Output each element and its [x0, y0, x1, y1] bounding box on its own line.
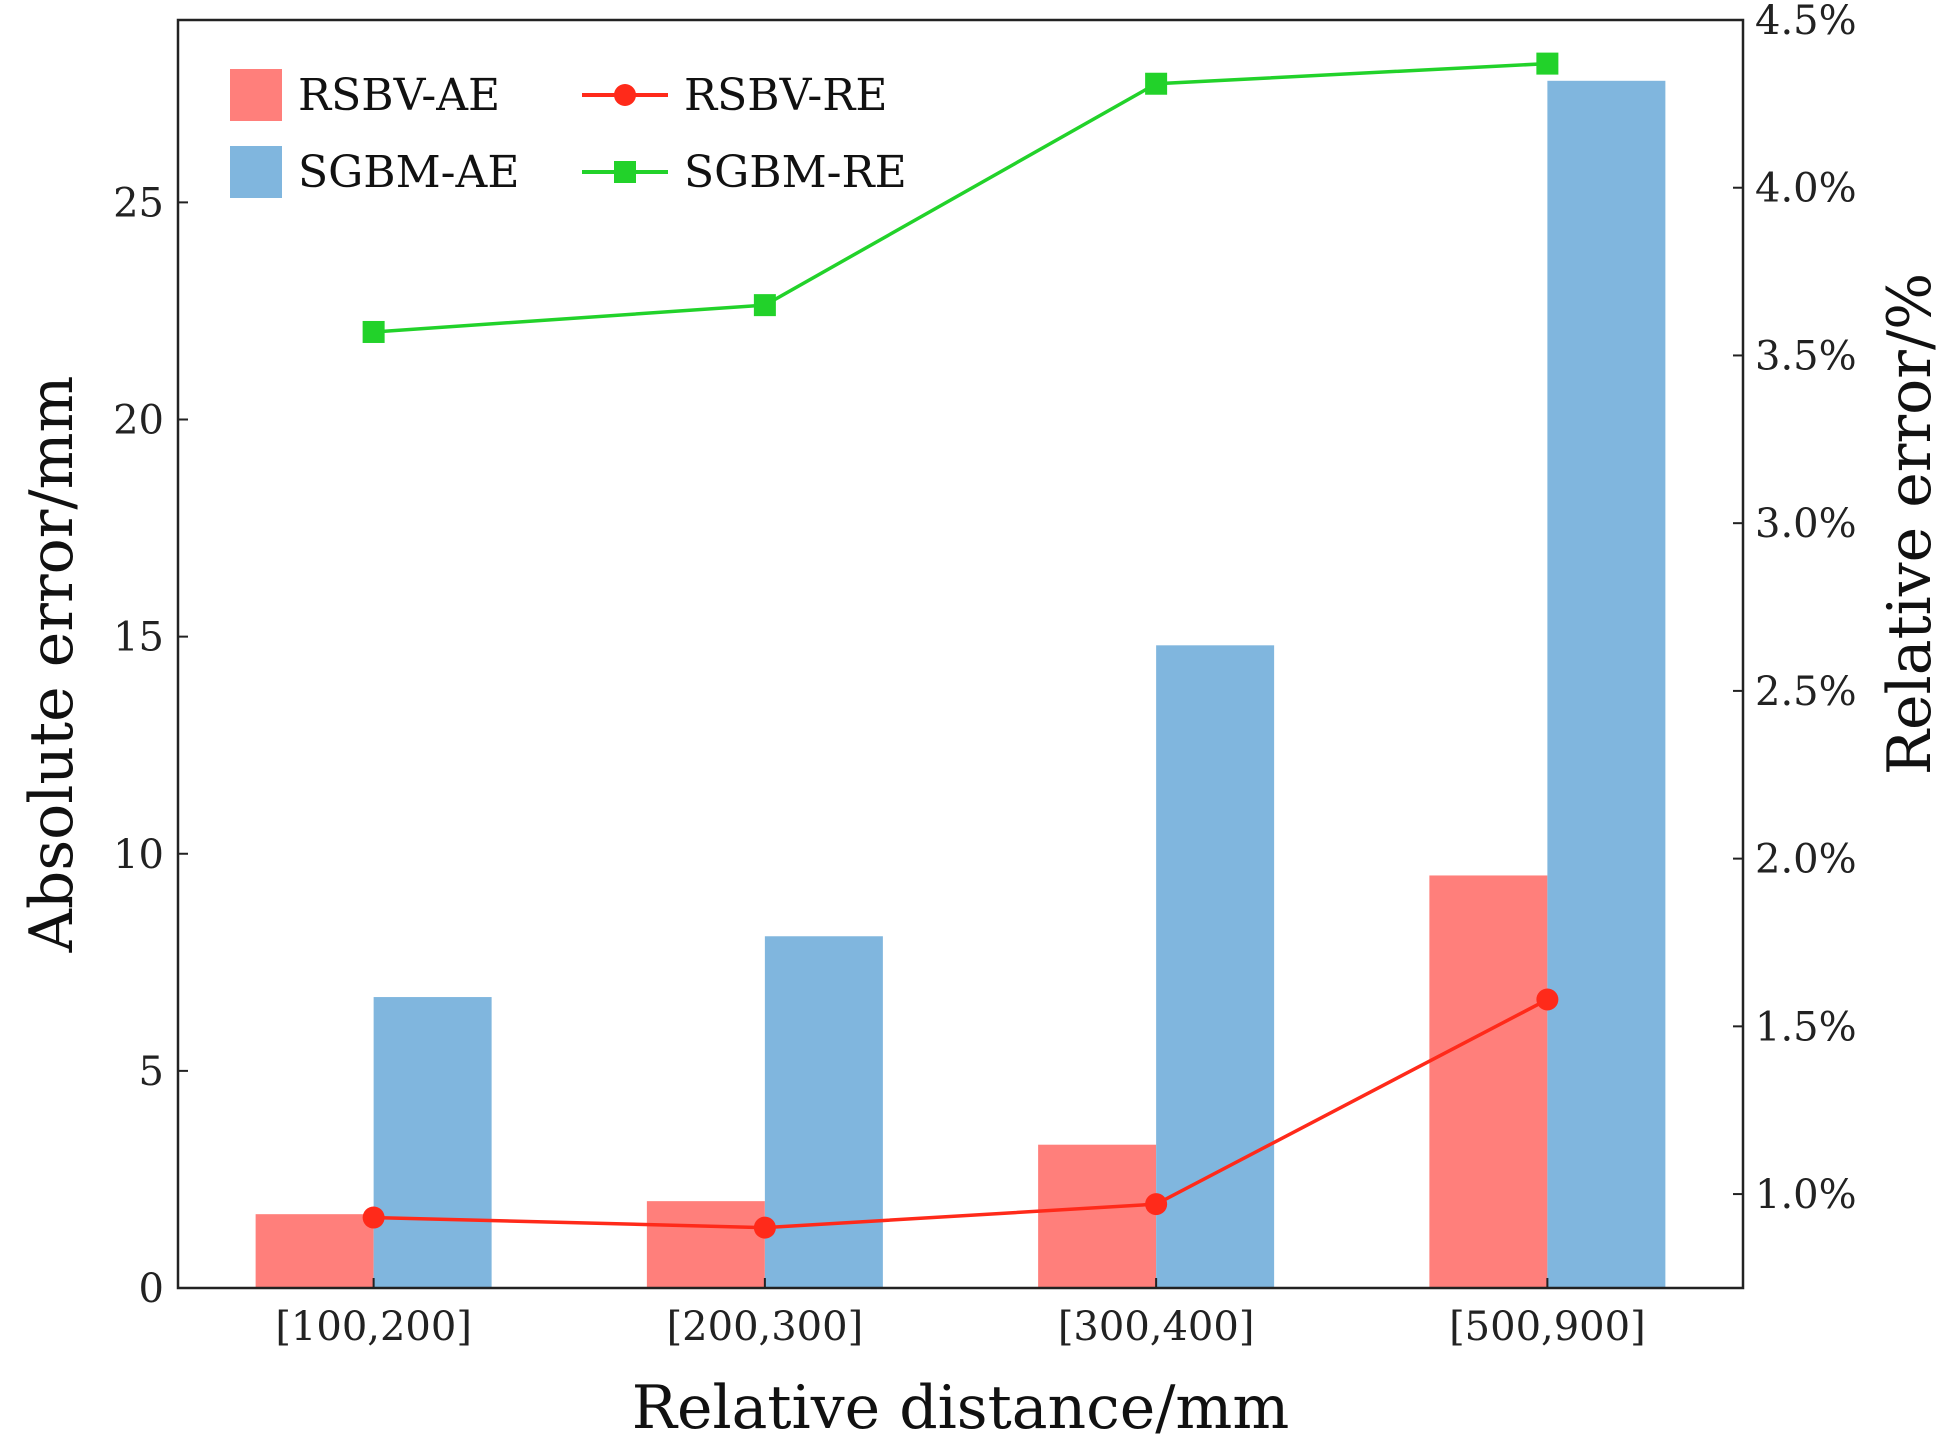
legend-label-rsbv-re: RSBV-RE: [684, 70, 887, 121]
legend-label-sgbm-ae: SGBM-AE: [298, 147, 519, 198]
point-rsbv-re-2: [1145, 1193, 1168, 1216]
y-tick-label-5: 25: [113, 180, 164, 226]
point-sgbm-re-2: [1145, 72, 1168, 95]
bars-layer: [255, 80, 1666, 1288]
y-tick-label-1: 5: [139, 1049, 164, 1095]
point-rsbv-re-3: [1536, 988, 1559, 1011]
y2-tick-label-2: 2.0%: [1755, 837, 1857, 883]
bar-sgbm-ae-0: [373, 997, 492, 1288]
y2-tick-label-7: 4.5%: [1755, 0, 1857, 44]
legend: RSBV-AE SGBM-AE RSBV-RE SGBM-RE: [230, 69, 907, 198]
bar-rsbv-ae-2: [1038, 1144, 1157, 1288]
point-rsbv-re-0: [362, 1206, 385, 1229]
legend-swatch-rsbv-ae: [230, 69, 282, 121]
legend-label-rsbv-ae: RSBV-AE: [298, 70, 500, 121]
y2-tick-label-4: 3.0%: [1755, 501, 1857, 547]
y2-tick-label-3: 2.5%: [1755, 669, 1857, 715]
labels-layer: 0 5 10 15 20 25 1.0% 1.5% 2.0% 2.5% 3.0% 3.5% 4.0% 4.…: [113, 0, 1857, 1350]
legend-marker-sgbm-re: [614, 161, 636, 183]
x-tick-label-1: [200,300]: [667, 1304, 864, 1350]
plot-frame: [176, 18, 1745, 1290]
bar-sgbm-ae-3: [1547, 80, 1666, 1288]
x-tick-label-0: [100,200]: [275, 1304, 472, 1350]
y2-tick-label-1: 1.5%: [1755, 1004, 1857, 1050]
point-sgbm-re-1: [753, 294, 776, 317]
y-tick-label-2: 10: [113, 832, 164, 878]
y2-tick-label-0: 1.0%: [1755, 1172, 1857, 1218]
bar-rsbv-ae-1: [646, 1201, 765, 1288]
x-tick-label-3: [500,900]: [1449, 1304, 1646, 1350]
ticks-layer: [178, 19, 1743, 1289]
point-sgbm-re-0: [362, 320, 385, 343]
bar-sgbm-ae-1: [764, 936, 883, 1288]
line-rsbv-re: [373, 997, 1549, 1230]
legend-label-sgbm-re: SGBM-RE: [684, 147, 907, 198]
y-tick-label-4: 20: [113, 398, 164, 444]
legend-swatch-sgbm-ae: [230, 146, 282, 198]
line-sgbm-re: [373, 61, 1548, 334]
y2-tick-label-5: 3.5%: [1755, 333, 1857, 379]
y-axis-title: Absolute error/mm: [17, 376, 87, 954]
lines-layer: [362, 52, 1559, 1239]
bar-sgbm-ae-2: [1156, 645, 1275, 1288]
y-tick-label-3: 15: [113, 615, 164, 661]
point-sgbm-re-3: [1536, 52, 1559, 75]
point-rsbv-re-1: [753, 1216, 776, 1239]
bar-rsbv-ae-3: [1429, 875, 1548, 1288]
y-tick-label-0: 0: [139, 1266, 164, 1312]
y2-axis-title: Relative error/%: [1875, 273, 1945, 775]
y2-tick-label-6: 4.0%: [1755, 166, 1857, 212]
x-tick-label-2: [300,400]: [1058, 1304, 1255, 1350]
x-axis-title: Relative distance/mm: [632, 1373, 1289, 1443]
bar-rsbv-ae-0: [255, 1214, 374, 1288]
legend-marker-rsbv-re: [614, 84, 636, 106]
